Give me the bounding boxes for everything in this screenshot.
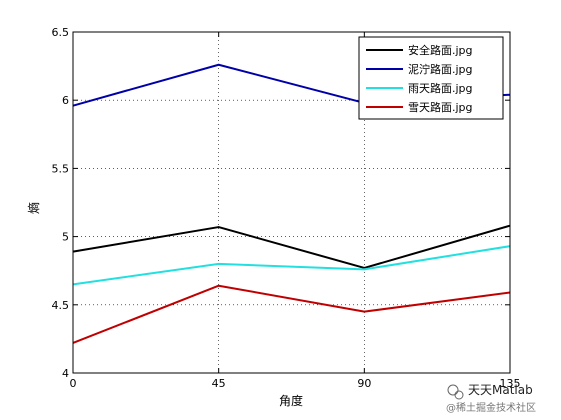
y-axis-label: 熵 bbox=[26, 202, 41, 214]
x-tick-label: 135 bbox=[500, 377, 521, 390]
legend: 安全路面.jpg 泥泞路面.jpg 雨天路面.jpg 雪天路面.jpg bbox=[358, 36, 504, 120]
tick-marks bbox=[72, 31, 511, 374]
legend-entry: 雨天路面.jpg bbox=[408, 82, 473, 95]
x-tick-label: 45 bbox=[212, 377, 226, 390]
wechat-icon bbox=[447, 384, 464, 400]
x-axis-label: 角度 bbox=[279, 393, 303, 408]
watermark: 天天Matlab @稀土掘金技术社区 bbox=[446, 383, 536, 414]
series-line bbox=[72, 284, 511, 344]
y-tick-label: 5.5 bbox=[52, 162, 70, 175]
y-tick-label: 4 bbox=[62, 367, 69, 380]
y-tick-label: 4.5 bbox=[52, 299, 70, 312]
watermark-title: 天天Matlab bbox=[468, 383, 533, 397]
y-tick-label: 6.5 bbox=[52, 26, 70, 39]
y-tick-label: 6 bbox=[62, 94, 69, 107]
x-tick-label: 0 bbox=[70, 377, 77, 390]
plot-frame bbox=[72, 31, 511, 374]
legend-entry: 雪天路面.jpg bbox=[408, 101, 473, 114]
series-line bbox=[72, 224, 511, 269]
watermark-subtitle: @稀土掘金技术社区 bbox=[446, 401, 536, 414]
legend-entry: 泥泞路面.jpg bbox=[408, 63, 473, 76]
x-tick-label: 90 bbox=[357, 377, 371, 390]
tick-labels: 0 45 90 135 4 4.5 5 5.5 6 6.5 bbox=[52, 26, 521, 390]
legend-entry: 安全路面.jpg bbox=[408, 43, 473, 57]
series-line bbox=[72, 245, 511, 286]
y-tick-label: 5 bbox=[62, 231, 69, 244]
